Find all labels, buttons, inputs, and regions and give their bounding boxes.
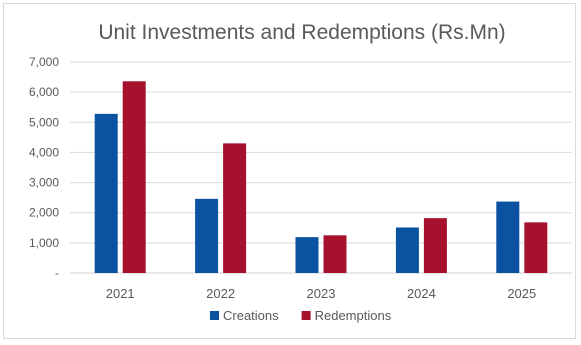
y-tick-label: 5,000 [29, 115, 59, 129]
bar-redemptions-2021 [122, 81, 146, 273]
bar-creations-2024 [395, 227, 419, 273]
y-tick-label: 6,000 [29, 85, 59, 99]
bar-chart: Unit Investments and Redemptions (Rs.Mn)… [29, 21, 572, 323]
y-tick-label: 1,000 [29, 236, 59, 250]
y-tick-label: - [55, 266, 59, 280]
legend: Creations Redemptions [210, 308, 392, 323]
bar-redemptions-2022 [223, 143, 247, 273]
legend-swatch-creations [210, 311, 219, 320]
y-tick-label: 7,000 [29, 55, 59, 69]
x-tick-label: 2023 [307, 286, 336, 301]
chart-container: Unit Investments and Redemptions (Rs.Mn)… [3, 3, 576, 339]
x-tick-label: 2022 [206, 286, 235, 301]
bar-redemptions-2023 [323, 235, 347, 273]
x-tick-label: 2024 [407, 286, 436, 301]
legend-swatch-redemptions [301, 311, 311, 320]
x-tick-label: 2025 [507, 286, 536, 301]
legend-label-redemptions: Redemptions [315, 308, 392, 323]
bar-creations-2021 [94, 113, 118, 274]
bar-creations-2022 [195, 198, 219, 273]
x-tick-label: 2021 [106, 286, 135, 301]
bar-creations-2023 [295, 237, 319, 273]
gridlines [70, 61, 572, 274]
y-axis: - 1,000 2,000 3,000 4,000 5,000 6,000 7,000 [29, 55, 59, 280]
bars [94, 81, 548, 274]
chart-title: Unit Investments and Redemptions (Rs.Mn) [98, 21, 505, 44]
y-tick-label: 4,000 [29, 145, 59, 159]
bar-redemptions-2025 [524, 222, 548, 273]
x-axis: 2021 2022 2023 2024 2025 [106, 286, 537, 301]
bar-redemptions-2024 [423, 218, 447, 273]
bar-creations-2025 [496, 201, 520, 273]
y-tick-label: 2,000 [29, 206, 59, 220]
legend-label-creations: Creations [223, 308, 279, 323]
y-tick-label: 3,000 [29, 176, 59, 190]
